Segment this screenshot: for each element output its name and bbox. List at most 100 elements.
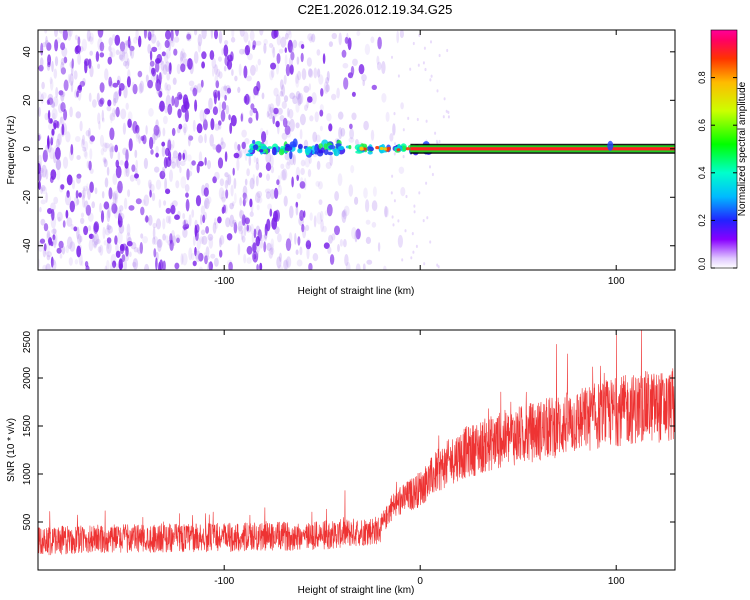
noise-blob [125, 102, 129, 110]
noise-blob [213, 92, 217, 105]
noise-blob [118, 87, 122, 97]
noise-blob [38, 64, 44, 72]
noise-blob [204, 199, 208, 209]
noise-blob [270, 243, 274, 253]
noise-blob [393, 152, 396, 156]
noise-blob [117, 231, 123, 244]
noise-blob [300, 167, 305, 176]
noise-blob [413, 210, 416, 214]
noise-blob [275, 94, 281, 107]
noise-blob [169, 169, 173, 182]
noise-blob [115, 263, 119, 270]
noise-blob [73, 196, 79, 207]
noise-blob [41, 92, 47, 99]
noise-blob [176, 155, 181, 169]
noise-blob [297, 70, 302, 81]
noise-blob [409, 67, 412, 71]
noise-blob [239, 30, 245, 37]
noise-blob [288, 232, 293, 243]
noise-blob [148, 107, 154, 117]
noise-blob [203, 187, 209, 197]
noise-blob [252, 107, 258, 114]
noise-blob [83, 141, 89, 151]
noise-blob [76, 173, 82, 179]
noise-blob [115, 49, 120, 56]
noise-blob [132, 83, 138, 95]
noise-blob [264, 228, 268, 241]
noise-blob [308, 68, 314, 78]
noise-blob [377, 36, 382, 50]
noise-blob [289, 118, 295, 132]
noise-blob [212, 106, 218, 116]
noise-blob [118, 209, 122, 221]
noise-blob [136, 247, 143, 254]
noise-blob [311, 92, 317, 105]
noise-blob [312, 131, 318, 143]
signal-fragment [359, 146, 364, 150]
noise-blob [430, 74, 433, 78]
noise-blob [182, 52, 187, 59]
noise-blob [156, 238, 163, 248]
noise-blob [92, 235, 98, 249]
noise-blob [246, 257, 252, 264]
noise-blob [114, 144, 118, 153]
noise-blob [145, 125, 148, 135]
noise-blob [131, 164, 136, 172]
noise-blob [86, 183, 89, 195]
noise-blob [314, 111, 319, 123]
noise-blob [263, 241, 267, 253]
noise-blob [52, 101, 56, 109]
noise-blob [425, 119, 428, 123]
noise-blob [106, 166, 110, 176]
noise-blob [99, 202, 102, 213]
noise-blob [138, 83, 143, 94]
noise-blob [234, 192, 237, 204]
noise-blob [88, 160, 92, 171]
noise-blob [117, 180, 123, 194]
noise-blob [299, 246, 303, 256]
noise-blob [300, 177, 304, 186]
noise-blob [79, 120, 83, 132]
noise-blob [153, 248, 157, 258]
noise-blob [50, 202, 56, 211]
noise-blob [362, 263, 366, 270]
colorbar-ticks: 0.0 0.2 0.4 0.6 0.8 [697, 71, 737, 270]
noise-blob [214, 171, 220, 181]
noise-blob [381, 93, 387, 103]
noise-blob [129, 45, 135, 52]
noise-blob [355, 139, 359, 146]
noise-blob [376, 55, 380, 65]
noise-blob [51, 60, 54, 73]
noise-blob [436, 263, 439, 267]
noise-blob [277, 184, 282, 196]
signal-fragment [348, 145, 352, 150]
noise-blob [423, 262, 426, 266]
noise-blob [218, 56, 222, 62]
noise-blob [169, 62, 172, 71]
noise-blob [201, 30, 207, 40]
noise-blob [187, 134, 191, 147]
noise-blob [243, 193, 248, 204]
noise-blob [271, 44, 275, 54]
noise-blob [239, 48, 245, 55]
noise-blob [164, 39, 170, 49]
noise-blob [255, 161, 260, 171]
noise-blob [291, 43, 295, 54]
noise-blob [317, 68, 321, 78]
noise-blob [114, 90, 120, 100]
noise-blob [91, 201, 95, 209]
noise-blob [283, 95, 289, 103]
noise-blob [214, 64, 218, 76]
noise-blob [161, 141, 166, 147]
noise-blob [151, 46, 158, 53]
noise-blob [120, 108, 127, 120]
noise-blob [226, 233, 233, 241]
noise-blob [149, 50, 153, 61]
noise-blob [341, 210, 346, 218]
noise-blob [233, 152, 240, 159]
signal-line-core [410, 147, 675, 151]
noise-blob [337, 173, 343, 187]
noise-blob [323, 81, 329, 94]
noise-blob [165, 207, 171, 214]
noise-blob [243, 65, 248, 79]
